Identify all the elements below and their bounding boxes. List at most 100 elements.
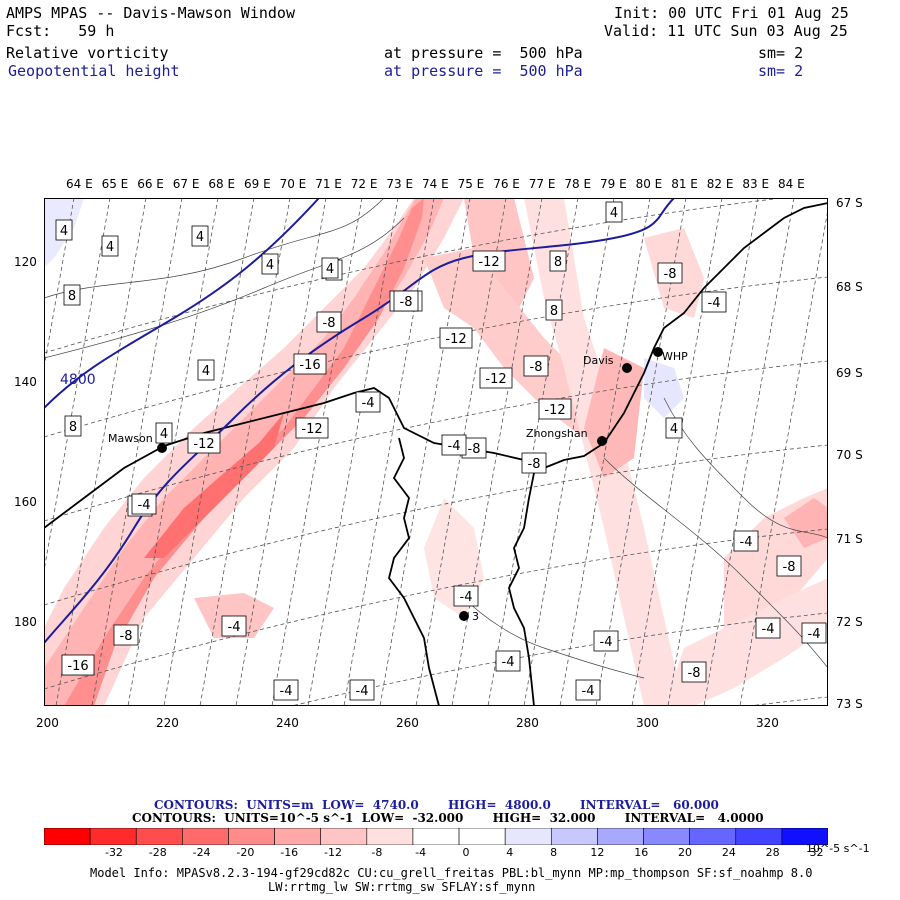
vorticity-label: -8 — [523, 355, 549, 377]
lon-label: 84 E — [778, 177, 805, 191]
init-time: Init: 00 UTC Fri 01 Aug 25 — [614, 4, 849, 22]
meridian-line — [523, 198, 615, 706]
lat-label: 67 S — [836, 196, 863, 210]
lon-label: 71 E — [315, 177, 342, 191]
lon-label: 69 E — [244, 177, 271, 191]
colorbar-swatch — [689, 828, 737, 845]
meridian-line — [559, 198, 651, 706]
colorbar-tick: -4 — [415, 846, 427, 859]
meridian-line — [127, 198, 219, 706]
vorticity-label: -16 — [293, 353, 327, 375]
meridian-line — [199, 198, 291, 706]
vorticity-label: 4 — [261, 253, 279, 275]
vorticity-label: 8 — [549, 250, 567, 272]
svg-text:-4: -4 — [600, 635, 613, 650]
parallel-line — [44, 444, 828, 606]
lat-label: 69 S — [836, 366, 863, 380]
x-tick-label: 280 — [516, 716, 539, 730]
y-tick-label: 140 — [14, 375, 37, 389]
lon-label: 73 E — [386, 177, 414, 191]
parallel-line — [44, 528, 828, 690]
lat-label: 70 S — [836, 448, 863, 462]
lon-label: 81 E — [671, 177, 698, 191]
svg-text:-4: -4 — [762, 622, 775, 637]
lon-label: 68 E — [208, 177, 236, 191]
svg-text:8: 8 — [554, 255, 562, 270]
lat-label: 72 S — [836, 615, 863, 629]
parallel-line — [44, 198, 787, 354]
svg-text:8: 8 — [69, 420, 77, 435]
station-name: Mawson — [108, 432, 153, 445]
vorticity-label: 4 — [197, 359, 215, 381]
svg-text:-8: -8 — [120, 629, 133, 644]
lon-label: 76 E — [493, 177, 520, 191]
vorticity-label: 4 — [55, 219, 73, 241]
svg-text:-4: -4 — [502, 655, 515, 670]
vorticity-label: 4 — [191, 225, 209, 247]
svg-text:-8: -8 — [783, 560, 796, 575]
svg-text:-8: -8 — [528, 457, 541, 472]
field1-name: Relative vorticity — [6, 44, 169, 62]
colorbar-swatch — [228, 828, 275, 845]
vorticity-label: -12 — [479, 367, 513, 389]
station-marker — [157, 443, 167, 453]
svg-text:-4: -4 — [138, 498, 151, 513]
meridian-line — [415, 198, 507, 706]
colorbar-swatch — [504, 828, 552, 845]
svg-text:-4: -4 — [362, 396, 375, 411]
vorticity-label: -12 — [187, 432, 221, 454]
model-info-line2: LW:rrtmg_lw SW:rrtmg_sw SFLAY:sf_mynn — [268, 880, 536, 894]
lon-label: 70 E — [279, 177, 307, 191]
svg-text:4: 4 — [202, 364, 210, 379]
vorticity-label: -4 — [575, 679, 601, 701]
meridian-line — [379, 198, 471, 706]
colorbar-tick: -24 — [192, 846, 211, 859]
lon-label: 74 E — [422, 177, 449, 191]
svg-text:4: 4 — [196, 230, 204, 245]
svg-text:4: 4 — [60, 224, 68, 239]
svg-text:-4: -4 — [808, 627, 821, 642]
station-name: 3 — [472, 610, 479, 623]
vorticity-label: -4 — [755, 617, 781, 639]
svg-text:-4: -4 — [582, 684, 595, 699]
vorticity-label: -4 — [495, 650, 521, 672]
stations: Mawson Davis WHP Zhongshan 3 — [108, 347, 688, 623]
colorbar-swatch — [320, 828, 368, 845]
station-marker — [459, 611, 469, 621]
meridian-line — [667, 198, 759, 706]
y-tick-label: 120 — [14, 255, 37, 269]
meridian-line — [739, 206, 828, 706]
svg-text:-8: -8 — [664, 267, 677, 282]
svg-text:-4: -4 — [460, 590, 473, 605]
vorticity-label: -8 — [461, 437, 487, 459]
colorbar-tick: -8 — [371, 846, 383, 859]
colorbar-tick: 20 — [678, 846, 693, 859]
colorbar-tick: 8 — [550, 846, 558, 859]
colorbar-tick: 4 — [506, 846, 514, 859]
lon-label: 80 E — [635, 177, 663, 191]
field1-pressure: at pressure = 500 hPa — [384, 44, 583, 62]
meridian-line — [343, 198, 435, 706]
svg-text:-8: -8 — [400, 295, 413, 310]
colorbar-swatch — [44, 828, 91, 845]
colorbar-unit: 10^-5 s^-1 — [806, 842, 870, 855]
meridian-line — [235, 198, 327, 706]
svg-text:-4: -4 — [448, 439, 461, 454]
meridian-line — [631, 198, 723, 706]
svg-text:4: 4 — [326, 262, 334, 277]
svg-text:-4: -4 — [740, 535, 753, 550]
colorbar-swatch — [182, 828, 229, 845]
svg-text:-12: -12 — [485, 372, 506, 387]
svg-text:4: 4 — [610, 206, 618, 221]
lon-label: 67 E — [172, 177, 200, 191]
svg-text:-4: -4 — [280, 684, 293, 699]
svg-text:-12: -12 — [544, 403, 565, 418]
x-tick-label: 260 — [396, 716, 419, 730]
colorbar-swatch — [135, 828, 183, 845]
colorbar-tick: -12 — [324, 846, 342, 859]
meridian-line — [487, 198, 579, 706]
colorbar-tick: -28 — [148, 846, 167, 859]
field2-sm: sm= 2 — [758, 62, 804, 80]
svg-text:-4: -4 — [708, 296, 721, 311]
svg-text:-12: -12 — [193, 437, 214, 452]
